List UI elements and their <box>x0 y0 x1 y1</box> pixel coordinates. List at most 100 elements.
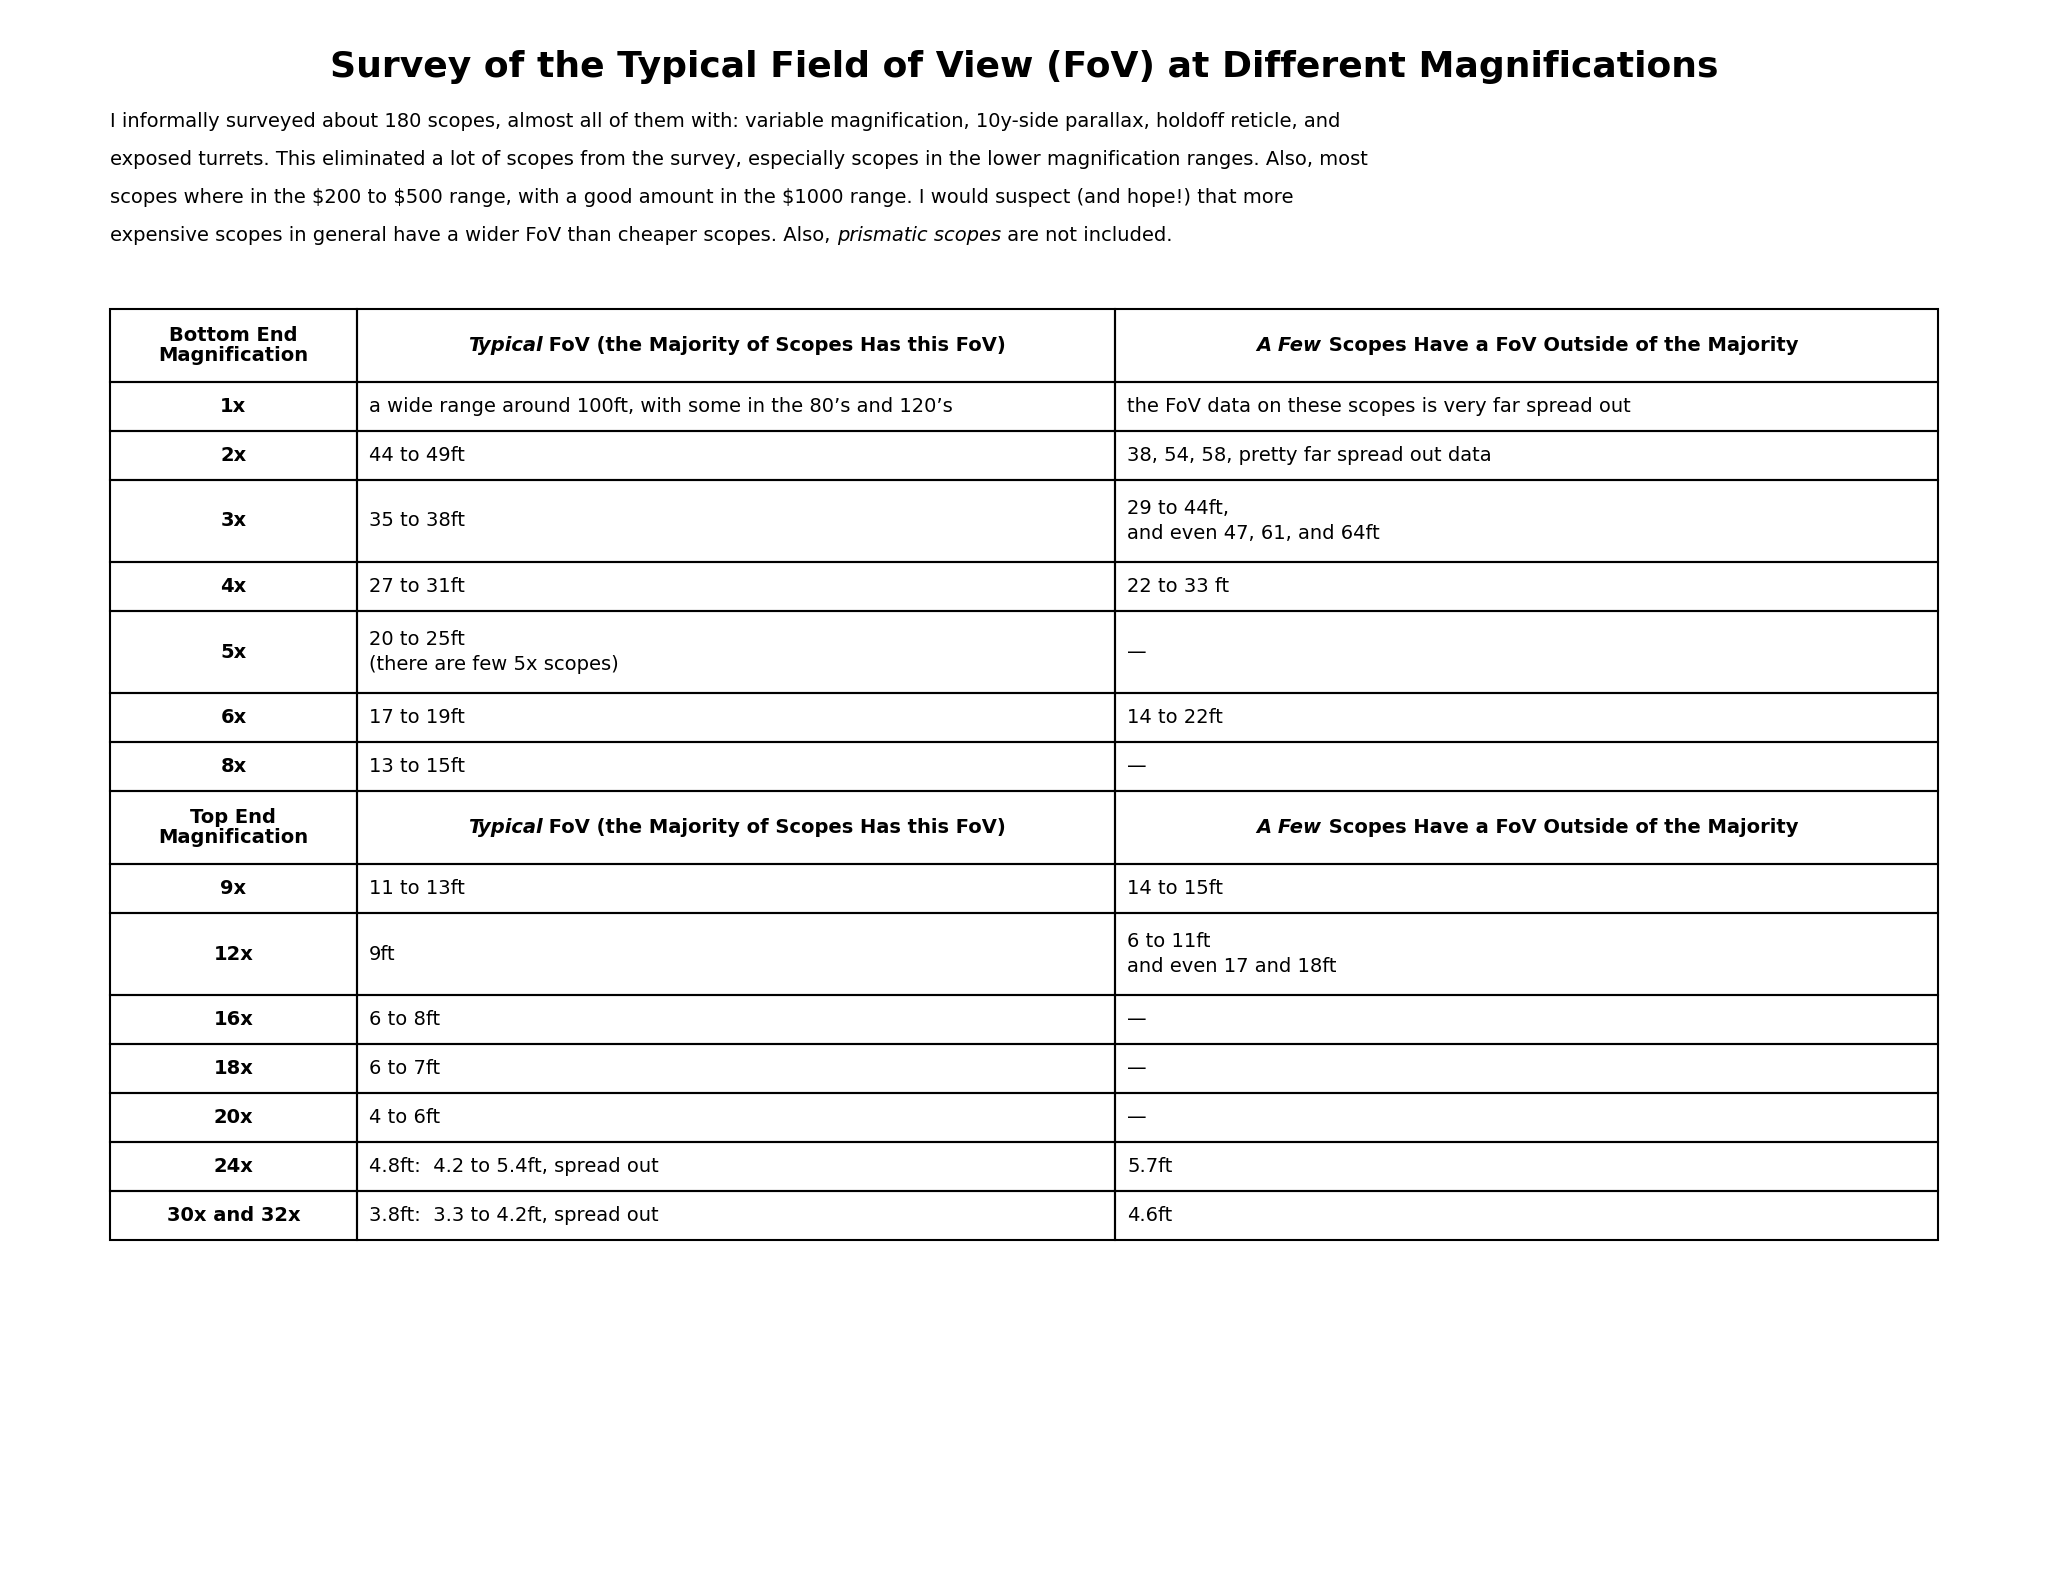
Bar <box>111 792 356 864</box>
Text: prismatic scopes: prismatic scopes <box>838 226 1001 245</box>
Text: Typical: Typical <box>467 336 543 355</box>
Bar <box>356 1141 1116 1190</box>
Text: —: — <box>1126 757 1147 776</box>
Text: 14 to 22ft: 14 to 22ft <box>1126 708 1223 727</box>
Text: 4x: 4x <box>221 576 246 597</box>
Bar <box>1116 309 1937 382</box>
Text: 4.6ft: 4.6ft <box>1126 1206 1174 1225</box>
Text: 14 to 15ft: 14 to 15ft <box>1126 879 1223 898</box>
Text: —: — <box>1126 1059 1147 1078</box>
Text: 4 to 6ft: 4 to 6ft <box>369 1108 440 1127</box>
Bar <box>111 864 356 913</box>
Text: Survey of the Typical Field of View (FoV) at Different Magnifications: Survey of the Typical Field of View (FoV… <box>330 51 1718 84</box>
Text: A Few: A Few <box>1257 818 1321 837</box>
Text: 9ft: 9ft <box>369 945 395 964</box>
Text: 6 to 8ft: 6 to 8ft <box>369 1010 440 1029</box>
Bar <box>356 480 1116 562</box>
Text: 17 to 19ft: 17 to 19ft <box>369 708 465 727</box>
Text: a wide range around 100ft, with some in the 80’s and 120’s: a wide range around 100ft, with some in … <box>369 397 952 416</box>
Bar <box>1116 693 1937 742</box>
Bar <box>111 562 356 611</box>
Text: 44 to 49ft: 44 to 49ft <box>369 446 465 465</box>
Text: 24x: 24x <box>213 1157 254 1176</box>
Text: the FoV data on these scopes is very far spread out: the FoV data on these scopes is very far… <box>1126 397 1630 416</box>
Bar <box>1116 1045 1937 1092</box>
Text: 12x: 12x <box>213 945 254 964</box>
Bar <box>111 1045 356 1092</box>
Text: 1x: 1x <box>221 397 246 416</box>
Bar <box>111 1092 356 1141</box>
Text: scopes where in the $200 to $500 range, with a good amount in the $1000 range. I: scopes where in the $200 to $500 range, … <box>111 188 1294 207</box>
Text: 18x: 18x <box>213 1059 254 1078</box>
Bar <box>356 792 1116 864</box>
Text: Magnification: Magnification <box>158 347 309 366</box>
Bar <box>356 864 1116 913</box>
Bar <box>356 382 1116 431</box>
Bar <box>1116 562 1937 611</box>
Text: 20 to 25ft: 20 to 25ft <box>369 630 465 649</box>
Text: I informally surveyed about 180 scopes, almost all of them with: variable magnif: I informally surveyed about 180 scopes, … <box>111 112 1339 131</box>
Bar <box>1116 431 1937 480</box>
Bar <box>1116 382 1937 431</box>
Text: Magnification: Magnification <box>158 828 309 847</box>
Text: 6x: 6x <box>221 708 246 727</box>
Text: 5x: 5x <box>221 643 246 662</box>
Bar <box>356 611 1116 693</box>
Text: Typical: Typical <box>467 818 543 837</box>
Text: 13 to 15ft: 13 to 15ft <box>369 757 465 776</box>
Text: 3.8ft:  3.3 to 4.2ft, spread out: 3.8ft: 3.3 to 4.2ft, spread out <box>369 1206 657 1225</box>
Bar <box>111 1141 356 1190</box>
Text: and even 17 and 18ft: and even 17 and 18ft <box>1126 958 1337 977</box>
Bar <box>111 913 356 996</box>
Text: Top End: Top End <box>190 807 276 826</box>
Text: are not included.: are not included. <box>1001 226 1171 245</box>
Text: —: — <box>1126 1108 1147 1127</box>
Text: 22 to 33 ft: 22 to 33 ft <box>1126 576 1229 597</box>
Text: 5.7ft: 5.7ft <box>1126 1157 1174 1176</box>
Bar <box>111 693 356 742</box>
Text: Scopes Have a FoV Outside of the Majority: Scopes Have a FoV Outside of the Majorit… <box>1321 336 1798 355</box>
Text: 6 to 11ft: 6 to 11ft <box>1126 932 1210 951</box>
Bar <box>1116 792 1937 864</box>
Bar <box>111 1190 356 1239</box>
Text: 35 to 38ft: 35 to 38ft <box>369 511 465 530</box>
Text: 30x and 32x: 30x and 32x <box>166 1206 301 1225</box>
Text: Scopes Have a FoV Outside of the Majority: Scopes Have a FoV Outside of the Majorit… <box>1321 818 1798 837</box>
Text: —: — <box>1126 1010 1147 1029</box>
Text: FoV (the Majority of Scopes Has this FoV): FoV (the Majority of Scopes Has this FoV… <box>543 336 1006 355</box>
Text: 16x: 16x <box>213 1010 254 1029</box>
Text: 38, 54, 58, pretty far spread out data: 38, 54, 58, pretty far spread out data <box>1126 446 1493 465</box>
Bar <box>356 996 1116 1045</box>
Bar <box>1116 1092 1937 1141</box>
Text: Bottom End: Bottom End <box>170 326 297 345</box>
Text: and even 47, 61, and 64ft: and even 47, 61, and 64ft <box>1126 524 1380 543</box>
Text: expensive scopes in general have a wider FoV than cheaper scopes. Also,: expensive scopes in general have a wider… <box>111 226 838 245</box>
Text: 27 to 31ft: 27 to 31ft <box>369 576 465 597</box>
Bar <box>111 996 356 1045</box>
Text: 3x: 3x <box>221 511 246 530</box>
Bar <box>1116 480 1937 562</box>
Bar <box>1116 913 1937 996</box>
Text: 4.8ft:  4.2 to 5.4ft, spread out: 4.8ft: 4.2 to 5.4ft, spread out <box>369 1157 659 1176</box>
Bar <box>1116 996 1937 1045</box>
Bar <box>111 309 356 382</box>
Text: A Few: A Few <box>1257 336 1321 355</box>
Bar <box>1116 864 1937 913</box>
Bar <box>356 693 1116 742</box>
Bar <box>356 1190 1116 1239</box>
Text: exposed turrets. This eliminated a lot of scopes from the survey, especially sco: exposed turrets. This eliminated a lot o… <box>111 150 1368 169</box>
Bar <box>1116 611 1937 693</box>
Bar <box>356 742 1116 792</box>
Bar <box>1116 1141 1937 1190</box>
Text: 6 to 7ft: 6 to 7ft <box>369 1059 440 1078</box>
Text: 9x: 9x <box>221 879 246 898</box>
Bar <box>111 611 356 693</box>
Text: 8x: 8x <box>221 757 246 776</box>
Bar <box>356 309 1116 382</box>
Text: 20x: 20x <box>213 1108 254 1127</box>
Text: FoV (the Majority of Scopes Has this FoV): FoV (the Majority of Scopes Has this FoV… <box>543 818 1006 837</box>
Bar <box>1116 1190 1937 1239</box>
Bar <box>356 431 1116 480</box>
Bar <box>356 913 1116 996</box>
Text: 2x: 2x <box>221 446 246 465</box>
